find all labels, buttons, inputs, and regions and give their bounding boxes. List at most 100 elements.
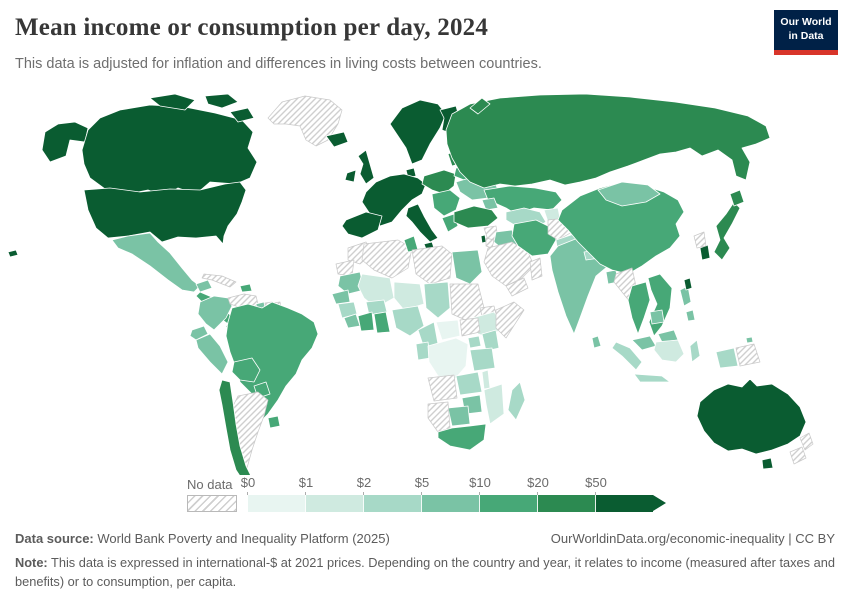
region-greenland[interactable]	[267, 95, 343, 147]
region-yucatan[interactable]	[195, 279, 213, 293]
legend-no-data[interactable]: No data	[187, 477, 237, 512]
region-uk[interactable]	[357, 149, 375, 185]
region-egypt[interactable]	[451, 249, 483, 285]
region-ireland[interactable]	[344, 169, 357, 183]
region-australia[interactable]	[696, 378, 807, 455]
region-uruguay[interactable]	[267, 415, 281, 429]
region-iberia[interactable]	[341, 211, 383, 239]
legend-segment-1[interactable]: $0	[241, 475, 305, 512]
region-chad[interactable]	[423, 281, 451, 319]
region-namibia[interactable]	[427, 401, 451, 433]
region-israel[interactable]	[480, 234, 487, 244]
region-fiji[interactable]	[745, 336, 754, 344]
region-iceland[interactable]	[325, 131, 349, 148]
region-canada-arctic3[interactable]	[229, 107, 255, 123]
region-usa[interactable]	[83, 181, 247, 245]
region-drc[interactable]	[427, 337, 469, 381]
region-java[interactable]	[633, 373, 671, 383]
region-mozambique[interactable]	[483, 383, 505, 425]
region-mexico[interactable]	[111, 232, 201, 293]
region-turkey[interactable]	[453, 205, 499, 229]
region-oman[interactable]	[529, 257, 543, 281]
region-botswana[interactable]	[447, 405, 471, 427]
region-peru[interactable]	[195, 333, 229, 375]
region-vietnam[interactable]	[647, 273, 673, 337]
region-tasmania[interactable]	[761, 457, 774, 470]
data-source-value: World Bank Poverty and Inequality Platfo…	[93, 531, 390, 546]
region-nordics[interactable]	[389, 99, 447, 165]
region-colombia[interactable]	[197, 295, 233, 331]
region-somalia[interactable]	[495, 301, 525, 339]
legend-segment-2[interactable]: $1	[299, 475, 363, 512]
region-papua-new-guinea[interactable]	[735, 343, 761, 367]
region-malaysia[interactable]	[631, 335, 657, 351]
region-yemen[interactable]	[505, 277, 529, 297]
region-kenya[interactable]	[481, 329, 500, 352]
region-new-zealand-south[interactable]	[789, 446, 807, 465]
region-mongolia[interactable]	[597, 181, 661, 207]
region-iran[interactable]	[511, 219, 557, 257]
region-libya[interactable]	[411, 245, 453, 285]
region-canada[interactable]	[81, 104, 258, 197]
region-south-africa[interactable]	[437, 423, 487, 451]
region-uganda[interactable]	[467, 335, 482, 349]
region-mauritania[interactable]	[337, 271, 365, 295]
region-nigeria[interactable]	[391, 305, 425, 337]
region-malawi[interactable]	[481, 369, 491, 390]
region-caucasus[interactable]	[481, 197, 499, 211]
region-italy[interactable]	[405, 203, 439, 243]
region-new-zealand-north[interactable]	[799, 432, 814, 451]
footnote: Note: This data is expressed in internat…	[15, 553, 835, 591]
region-novaya-zemlya[interactable]	[469, 97, 491, 115]
legend-segment-5[interactable]: $10	[469, 475, 537, 512]
legend-tick	[479, 492, 480, 495]
region-alaska[interactable]	[41, 121, 89, 163]
region-guinea[interactable]	[337, 301, 358, 319]
region-canada-arctic1[interactable]	[149, 93, 196, 111]
region-sudan[interactable]	[449, 283, 485, 323]
region-niger[interactable]	[393, 281, 425, 311]
logo-line1: Our World	[780, 16, 832, 29]
region-chile[interactable]	[218, 379, 252, 475]
region-bolivia[interactable]	[231, 357, 261, 383]
legend-segment-4[interactable]: $5	[415, 475, 479, 512]
region-madagascar[interactable]	[507, 381, 526, 421]
region-philippines-south[interactable]	[685, 309, 696, 322]
region-sulawesi[interactable]	[689, 339, 701, 363]
legend-segment-3[interactable]: $2	[357, 475, 421, 512]
logo-line2: in Data	[788, 30, 824, 42]
owid-logo[interactable]: Our World in Data	[774, 10, 838, 55]
region-senegal[interactable]	[331, 289, 351, 305]
region-angola[interactable]	[427, 374, 458, 402]
legend-segment-7[interactable]: $50	[585, 475, 653, 512]
region-gabon-congo[interactable]	[415, 341, 431, 361]
region-central-african-republic[interactable]	[435, 319, 461, 341]
region-balkans[interactable]	[431, 189, 461, 217]
legend-tick	[305, 492, 306, 495]
region-tanzania[interactable]	[469, 347, 496, 372]
region-north-korea[interactable]	[693, 231, 707, 249]
region-sri-lanka[interactable]	[591, 335, 602, 349]
region-borneo-indonesia[interactable]	[653, 339, 685, 363]
region-ivory-coast[interactable]	[357, 311, 375, 332]
region-hispaniola[interactable]	[239, 283, 253, 293]
region-cambodia[interactable]	[649, 309, 665, 325]
region-hawaii[interactable]	[7, 249, 19, 258]
region-ghana[interactable]	[373, 311, 391, 334]
region-south-sudan[interactable]	[459, 317, 481, 337]
region-zambia[interactable]	[455, 371, 483, 396]
region-taiwan[interactable]	[683, 277, 693, 291]
region-cuba[interactable]	[201, 273, 237, 288]
region-thailand[interactable]	[627, 281, 651, 335]
region-west-papua[interactable]	[715, 347, 739, 369]
region-canada-arctic2[interactable]	[204, 93, 239, 109]
legend-segment-6[interactable]: $20	[527, 475, 595, 512]
data-source: Data source: World Bank Poverty and Ineq…	[15, 531, 390, 546]
region-algeria[interactable]	[361, 239, 413, 279]
region-burkina[interactable]	[365, 299, 388, 316]
region-japan[interactable]	[713, 201, 741, 261]
region-russia[interactable]	[445, 93, 771, 189]
region-japan-hokkaido[interactable]	[729, 189, 745, 207]
region-sumatra[interactable]	[611, 341, 643, 371]
citation-link[interactable]: OurWorldinData.org/economic-inequality |…	[550, 531, 835, 546]
